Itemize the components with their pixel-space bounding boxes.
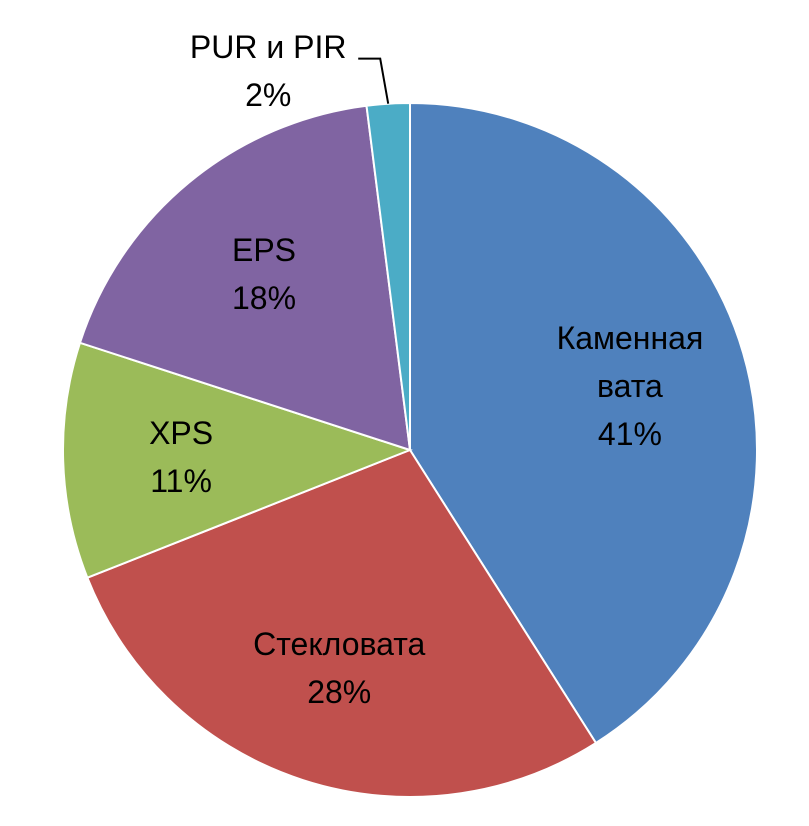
category-label: Стекловата [253, 625, 426, 662]
slice-label: PUR и PIR 2% [190, 23, 347, 119]
pie-slice [86, 448, 598, 798]
value-label: 18% [231, 279, 297, 316]
leader-line [358, 57, 390, 104]
value-label: 11% [150, 463, 212, 500]
pie-slice [78, 104, 412, 452]
category-label: XPS [149, 415, 214, 452]
pie-slice [409, 101, 758, 745]
slice-label: Каменная вата 41% [540, 314, 719, 458]
slice-label: XPS 11% [149, 409, 213, 505]
value-label: 28% [307, 673, 372, 710]
category-label: EPS [231, 231, 297, 268]
category-label: PUR и PIR [189, 28, 347, 65]
pie-slice [62, 341, 413, 580]
value-label: 2% [245, 76, 292, 113]
slice-label: EPS 18% [232, 226, 296, 322]
category-label: Каменная вата [556, 320, 704, 405]
value-label: 41% [597, 416, 662, 453]
slice-label: Стекловата 28% [253, 620, 425, 716]
